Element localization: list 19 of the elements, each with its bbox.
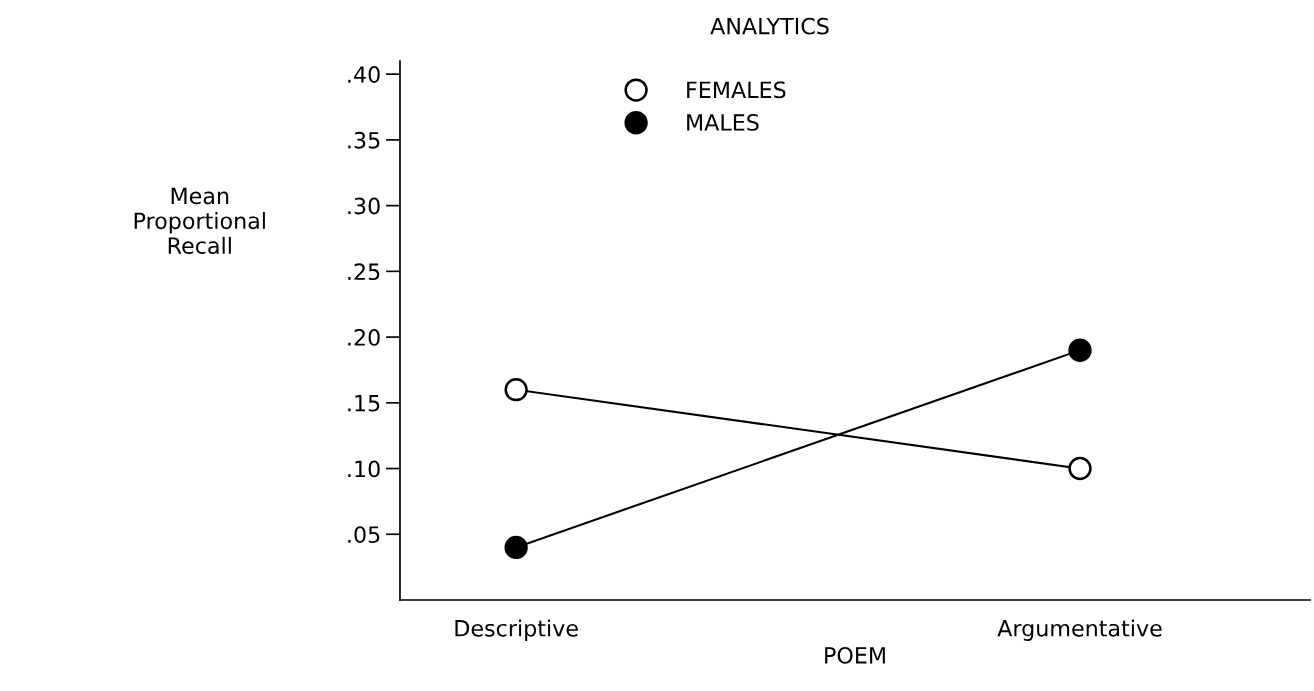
x-tick-label: Argumentative: [997, 619, 1162, 641]
point: [504, 535, 528, 560]
y-axis-title: Mean Proportional Recall: [134, 187, 265, 255]
y-tick-label: .40: [348, 66, 380, 83]
y-tick-label: .10: [348, 460, 380, 478]
point: [1068, 338, 1092, 362]
y-tick-label: .20: [348, 329, 380, 346]
y-tick-label: .25: [348, 263, 380, 281]
legend-label: MALES: [687, 114, 759, 131]
x-axis-title: POEM: [825, 646, 885, 664]
chart-title: ANALYTICS: [710, 17, 829, 35]
y-tick-label: .05: [348, 526, 380, 544]
legend-label: FEMALES: [687, 81, 786, 99]
y-tick-label: .15: [348, 395, 380, 412]
x-tick-label: Descriptive: [455, 619, 578, 641]
point: [1068, 456, 1092, 481]
point: [504, 377, 528, 402]
y-tick-label: .30: [348, 197, 380, 215]
y-tick-label: .35: [348, 131, 380, 149]
